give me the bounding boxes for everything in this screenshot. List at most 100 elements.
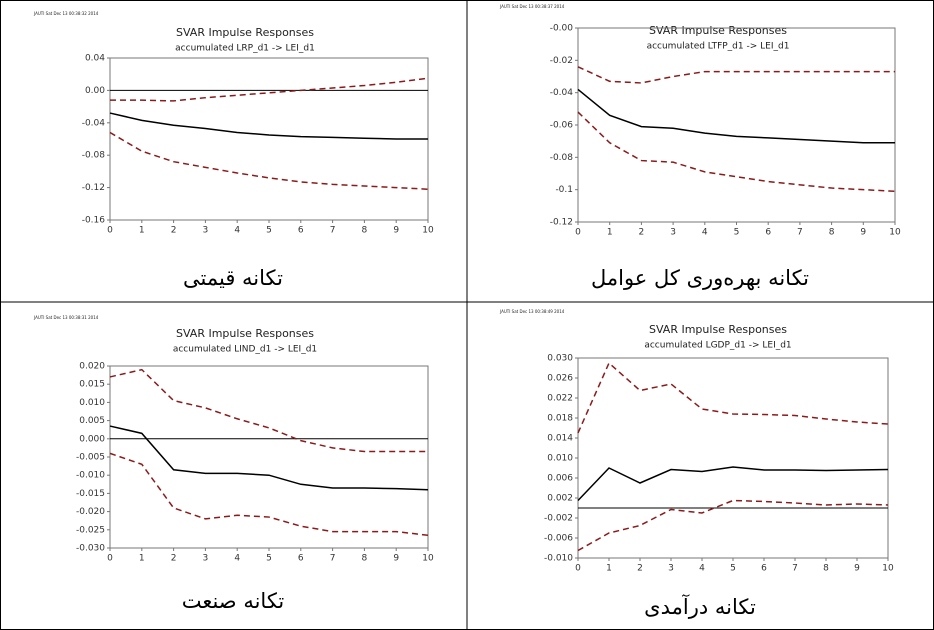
x-tick-label: 8 [823,564,829,574]
y-tick-label: -0.015 [76,489,105,499]
y-tick-label: -0.08 [550,153,574,163]
x-tick-label: 4 [234,226,240,236]
x-tick-label: 0 [575,564,581,574]
y-tick-label: 0.026 [547,374,573,384]
y-tick-label: -0.04 [82,118,106,128]
x-tick-label: 9 [860,228,866,238]
y-tick-label: 0.04 [85,54,105,64]
x-tick-label: 6 [298,554,304,564]
response-line [577,111,896,193]
response-line [577,499,889,552]
y-tick-label: -0.12 [82,183,105,193]
x-tick-label: 7 [797,228,803,238]
x-tick-label: 3 [203,554,209,564]
chart-title: SVAR Impulse Responses [649,24,787,37]
response-line [109,131,429,190]
y-tick-label: -0.030 [76,544,105,554]
response-line [109,452,429,537]
x-tick-label: 10 [882,564,894,574]
x-tick-label: 9 [393,554,399,564]
y-tick-label: 0.020 [79,362,105,372]
y-tick-label: 0.000 [79,434,105,444]
chart-subtitle: accumulated LGDP_d1 -> LEI_d1 [644,341,791,351]
x-tick-label: 2 [171,226,177,236]
y-tick-label: 0.010 [79,398,105,408]
y-tick-label: 0.015 [79,380,105,390]
x-tick-label: 2 [639,228,645,238]
y-tick-label: -0.010 [544,554,573,564]
y-tick-label: 0.022 [547,394,573,404]
x-tick-label: 10 [422,554,434,564]
plot-frame [109,365,429,549]
x-tick-label: 6 [761,564,767,574]
x-tick-label: 1 [607,228,613,238]
response-line [109,368,428,453]
x-tick-label: 5 [730,564,736,574]
x-tick-label: 9 [854,564,860,574]
y-tick-label: -0.08 [82,151,106,161]
x-tick-label: 8 [829,228,835,238]
x-tick-label: 0 [575,228,581,238]
y-tick-label: -0.12 [550,218,573,228]
y-tick-label: 0.00 [85,86,105,96]
y-tick-label: 0.030 [547,354,573,364]
x-tick-label: 8 [362,554,368,564]
response-line [577,361,889,434]
y-tick-label: 0.006 [547,474,573,484]
x-tick-label: 7 [330,226,336,236]
x-tick-label: 5 [266,554,272,564]
x-tick-label: 5 [734,228,740,238]
x-tick-label: 9 [393,226,399,236]
y-tick-label: -0.16 [82,216,106,226]
caption: تکانه بهره‌وری کل عوامل [591,266,809,290]
caption: تکانه قیمتی [183,266,283,290]
caption: تکانه درآمدی [644,594,756,619]
timestamp: JAUTI Sat Dec 13 00:38:31 2014 [33,315,99,320]
caption: تکانه صنعت [182,589,285,613]
chart-subtitle: accumulated LTFP_d1 -> LEI_d1 [647,42,790,52]
plot-frame [577,357,889,559]
y-tick-label: -0.010 [76,471,105,481]
y-tick-label: -0.025 [76,525,105,535]
y-tick-label: -0.002 [544,514,573,524]
timestamp: JAUTI Sat Dec 13 00:38:49 2014 [499,309,565,314]
chart-title: SVAR Impulse Responses [176,26,314,39]
x-tick-label: 10 [422,226,434,236]
timestamp: JAUTI Sat Dec 13 00:38:37 2014 [499,4,565,9]
x-tick-label: 4 [702,228,708,238]
response-line [109,425,429,491]
x-tick-label: 1 [139,554,145,564]
x-tick-label: 3 [670,228,676,238]
y-tick-label: 0.018 [547,414,573,424]
x-tick-label: 6 [765,228,771,238]
x-tick-label: 8 [362,226,368,236]
chart-title: SVAR Impulse Responses [176,327,314,340]
response-line [109,112,428,140]
x-tick-label: 1 [606,564,612,574]
y-tick-label: -0.04 [550,88,574,98]
y-tick-label: -0.006 [544,534,573,544]
y-tick-label: -0.005 [76,453,105,463]
y-tick-label: 0.010 [547,454,573,464]
y-tick-label: -0.00 [550,24,574,34]
x-tick-label: 2 [171,554,177,564]
x-tick-label: 6 [298,226,304,236]
chart-subtitle: accumulated LRP_d1 -> LEI_d1 [175,44,315,54]
x-tick-label: 0 [107,226,113,236]
x-tick-label: 5 [266,226,272,236]
y-tick-label: -0.02 [550,56,573,66]
chart-subtitle: accumulated LIND_d1 -> LEI_d1 [173,345,317,355]
y-tick-label: 0.014 [547,434,573,444]
x-tick-label: 0 [107,554,113,564]
response-line [110,77,429,102]
x-tick-label: 2 [637,564,643,574]
x-tick-label: 7 [330,554,336,564]
response-line [577,466,889,502]
y-tick-label: 0.005 [79,416,105,426]
y-tick-label: -0.06 [550,121,574,131]
x-tick-label: 3 [668,564,674,574]
x-tick-label: 7 [792,564,798,574]
y-tick-label: -0.1 [555,185,573,195]
